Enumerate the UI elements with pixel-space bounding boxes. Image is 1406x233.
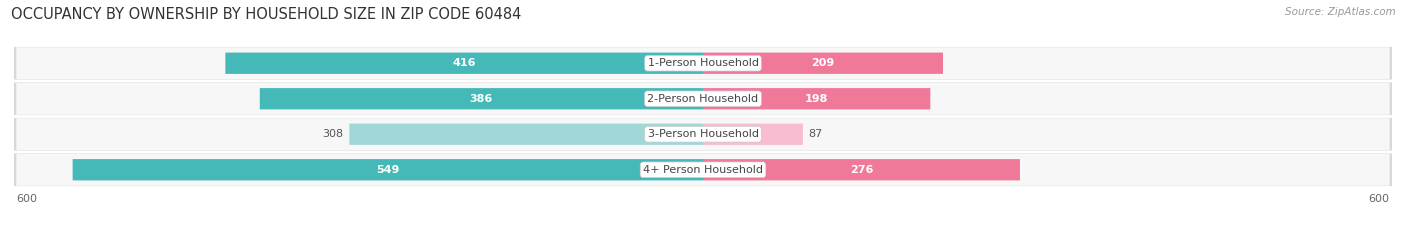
Text: 3-Person Household: 3-Person Household xyxy=(648,129,758,139)
Text: 600: 600 xyxy=(17,194,38,204)
Text: 4+ Person Household: 4+ Person Household xyxy=(643,165,763,175)
Text: 209: 209 xyxy=(811,58,835,68)
FancyBboxPatch shape xyxy=(14,82,1392,115)
Text: 87: 87 xyxy=(808,129,823,139)
Text: Source: ZipAtlas.com: Source: ZipAtlas.com xyxy=(1285,7,1396,17)
Text: 549: 549 xyxy=(377,165,399,175)
FancyBboxPatch shape xyxy=(14,118,1392,151)
Text: OCCUPANCY BY OWNERSHIP BY HOUSEHOLD SIZE IN ZIP CODE 60484: OCCUPANCY BY OWNERSHIP BY HOUSEHOLD SIZE… xyxy=(11,7,522,22)
FancyBboxPatch shape xyxy=(17,83,1389,115)
FancyBboxPatch shape xyxy=(17,118,1389,150)
Text: 2-Person Household: 2-Person Household xyxy=(647,94,759,104)
Text: 308: 308 xyxy=(322,129,343,139)
Text: 276: 276 xyxy=(849,165,873,175)
FancyBboxPatch shape xyxy=(14,153,1392,186)
Text: 416: 416 xyxy=(453,58,475,68)
FancyBboxPatch shape xyxy=(73,159,703,180)
FancyBboxPatch shape xyxy=(349,123,703,145)
FancyBboxPatch shape xyxy=(17,154,1389,186)
FancyBboxPatch shape xyxy=(703,53,943,74)
FancyBboxPatch shape xyxy=(703,88,931,110)
Text: 1-Person Household: 1-Person Household xyxy=(648,58,758,68)
Text: 198: 198 xyxy=(806,94,828,104)
FancyBboxPatch shape xyxy=(225,53,703,74)
FancyBboxPatch shape xyxy=(260,88,703,110)
FancyBboxPatch shape xyxy=(14,47,1392,80)
Text: 386: 386 xyxy=(470,94,494,104)
FancyBboxPatch shape xyxy=(17,47,1389,79)
Text: 600: 600 xyxy=(1368,194,1389,204)
FancyBboxPatch shape xyxy=(703,159,1019,180)
FancyBboxPatch shape xyxy=(703,123,803,145)
